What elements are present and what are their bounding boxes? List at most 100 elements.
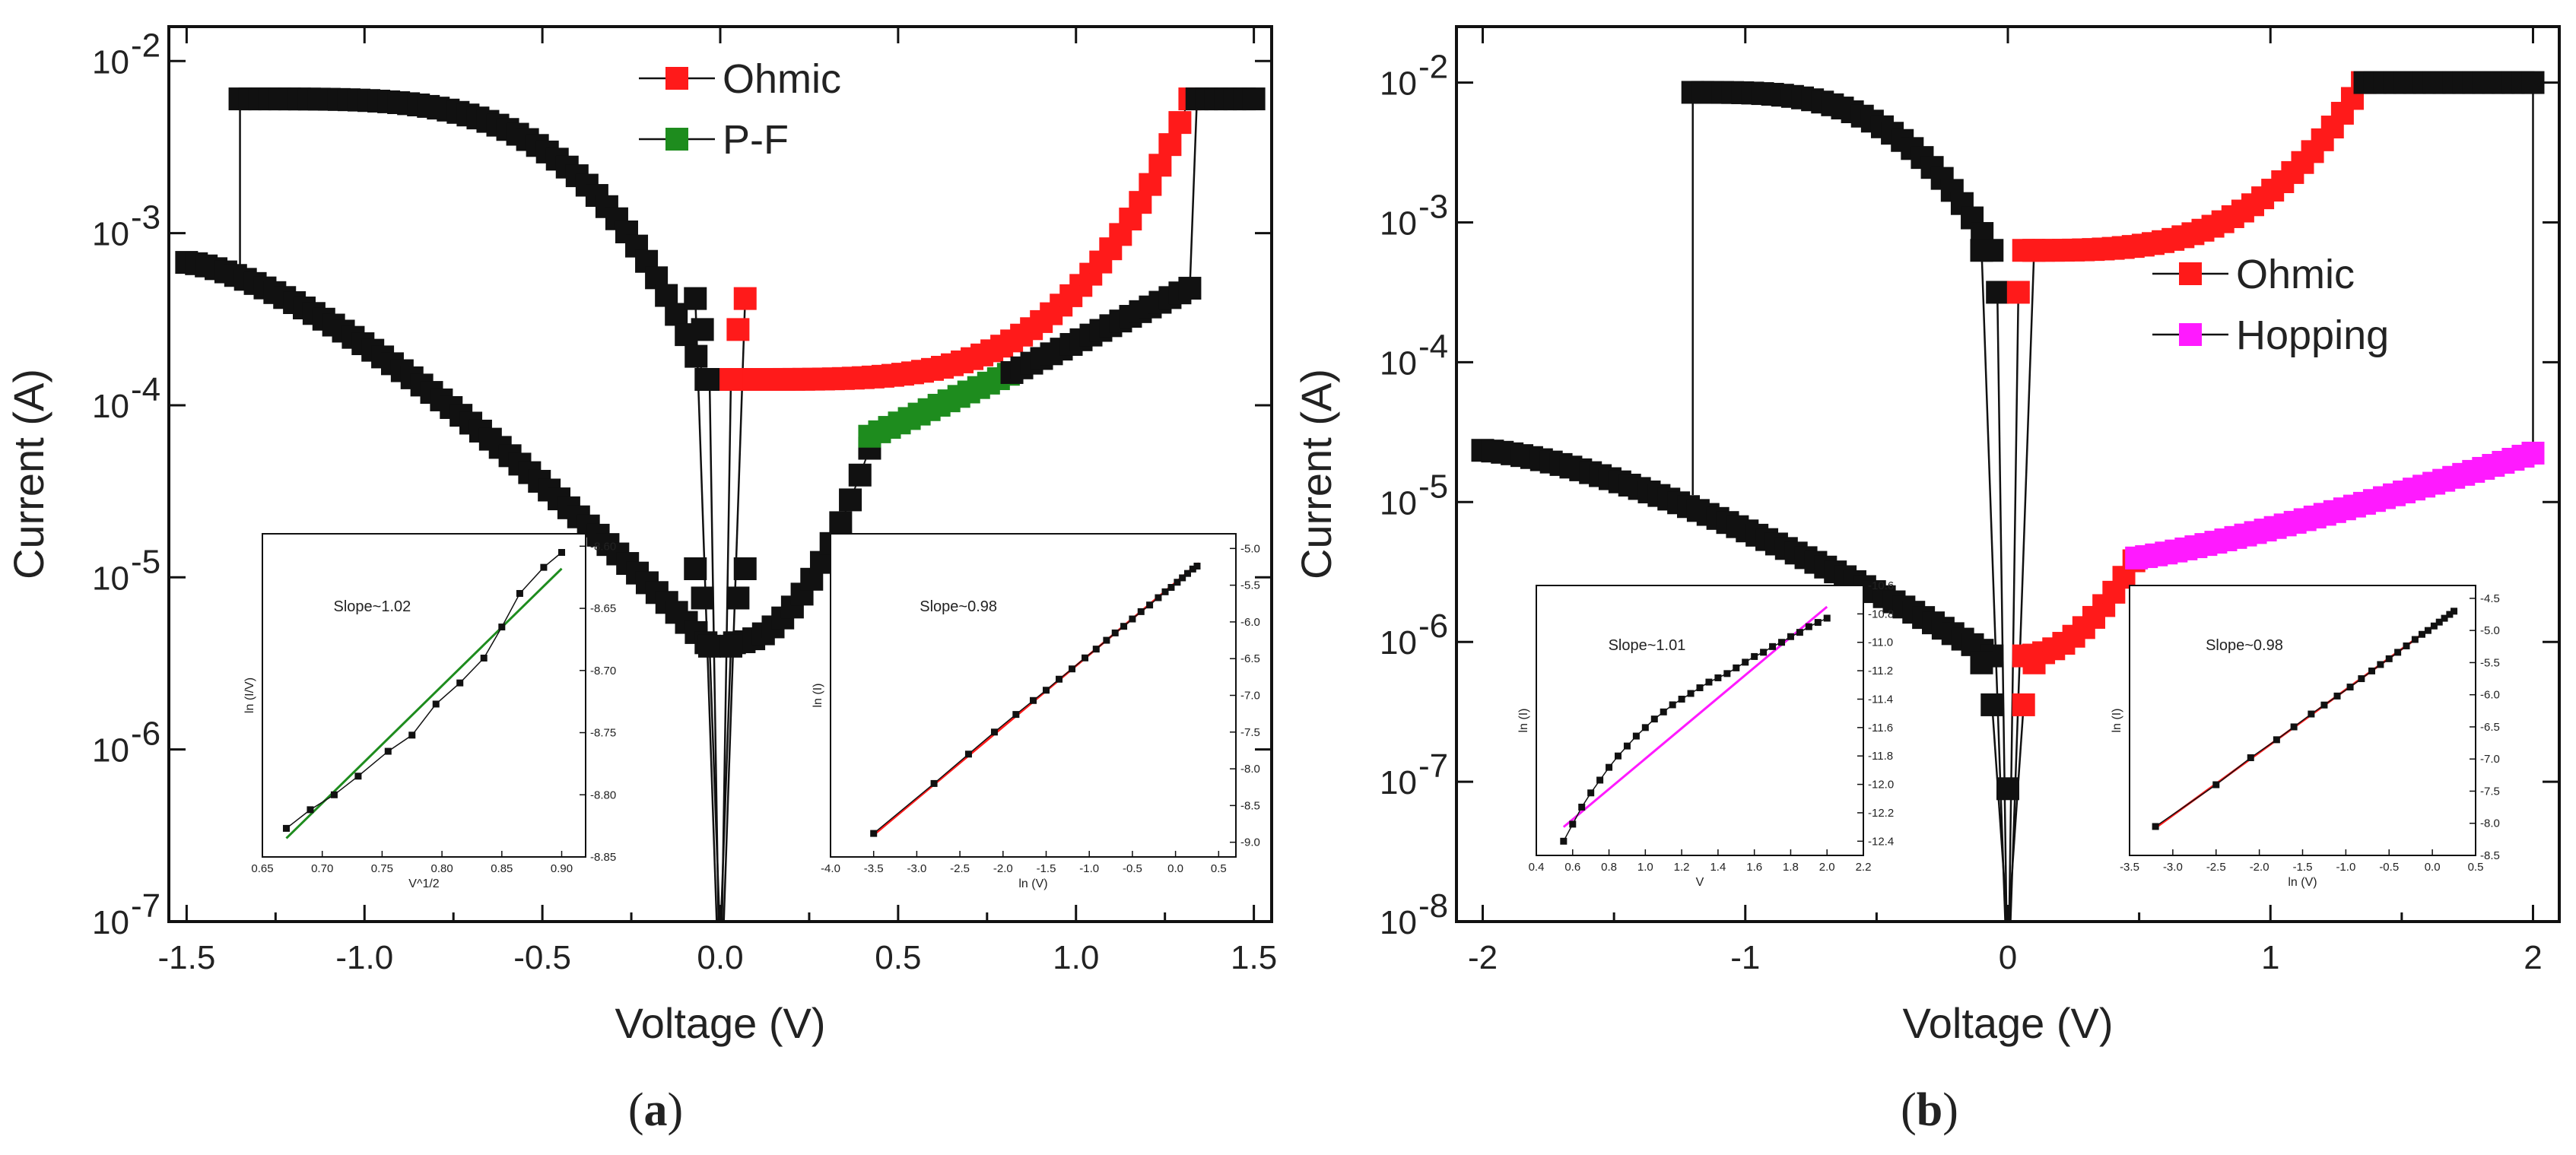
inset-x-tick-label: 0.80: [431, 862, 453, 875]
data-point: [719, 368, 743, 392]
inset-slope-annotation: Slope~0.98: [2206, 637, 2283, 654]
inset-data-point: [307, 806, 314, 814]
y-tick-exponent: -6: [1418, 608, 1448, 645]
x-tick-label: 1.5: [1231, 939, 1277, 976]
inset-y-tick-label: -6.5: [1240, 652, 1260, 665]
inset-data-point: [1641, 724, 1649, 731]
inset-y-label: ln (I): [812, 684, 824, 708]
data-point-lrs_right_ohmic: [1139, 173, 1162, 196]
inset-data-point: [1069, 665, 1076, 673]
inset-data-point: [1596, 776, 1604, 784]
inset-x-tick-label: -2.0: [993, 862, 1013, 875]
data-point: [733, 287, 757, 310]
inset-x-label: V: [1696, 876, 1704, 889]
inset-data-point: [1179, 574, 1186, 582]
y-tick-label: 10: [1380, 484, 1417, 522]
inset-data-point: [1056, 675, 1063, 683]
data-point: [2022, 239, 2046, 262]
switching-line: [2008, 292, 2020, 922]
inset-data-point: [2346, 684, 2354, 691]
inset-x-tick-label: -0.5: [1123, 862, 1142, 875]
inset-data-point: [1760, 649, 1768, 656]
inset-data-point: [1137, 608, 1145, 615]
y-tick-exponent: -7: [131, 887, 160, 925]
data-point: [684, 287, 707, 310]
y-tick-label: 10: [92, 732, 129, 769]
legend-marker: [2179, 262, 2202, 285]
data-point: [733, 557, 757, 580]
inset-chart: -3.5 -3.0 -2.5 -2.0 -1.5 -1.0 -0.5 0.0 0.5-8.5 -8…: [2111, 585, 2500, 889]
data-point: [726, 318, 750, 341]
inset-x-tick-label: 0.90: [551, 862, 573, 875]
inset-data-point: [1632, 732, 1640, 740]
y-tick-exponent: -8: [1418, 887, 1448, 925]
inset-x-tick-label: -3.5: [864, 862, 884, 875]
inset-data-point: [1723, 670, 1731, 677]
data-point: [1986, 281, 2009, 304]
inset-x-tick-label: 0.0: [2425, 861, 2441, 874]
inset-x-tick-label: -3.0: [907, 862, 926, 875]
inset-data-point: [432, 700, 440, 708]
x-tick-label: 1: [2261, 939, 2279, 976]
inset-data-point: [1778, 639, 1785, 646]
inset-data-point: [1103, 636, 1110, 644]
inset-y-tick-label: -11.2: [1868, 665, 1893, 677]
y-tick-label: 10: [1380, 344, 1417, 382]
inset-data-point: [2385, 655, 2393, 662]
inset-data-point: [480, 654, 488, 662]
inset-data-point: [1751, 652, 1758, 660]
inset-data-point: [330, 791, 338, 798]
switching-line: [2007, 704, 2025, 922]
inset-data-point: [2212, 781, 2220, 789]
inset-x-tick-label: 2.0: [1819, 861, 1835, 874]
y-tick-exponent: -2: [1418, 49, 1448, 86]
inset-data-point: [2290, 723, 2298, 731]
y-tick-label: 10: [92, 904, 129, 941]
data-point: [691, 318, 714, 341]
y-tick-label: 10: [92, 43, 129, 81]
inset-data-point: [2333, 692, 2341, 700]
inset-y-tick-label: -7.5: [1240, 726, 1260, 739]
inset-x-tick-label: 0.5: [2468, 861, 2484, 874]
inset-data-point: [1805, 623, 1812, 630]
inset-x-tick-label: 1.6: [1746, 861, 1762, 874]
inset-x-tick-label: -3.5: [2120, 861, 2139, 874]
inset-x-tick-label: 1.0: [1637, 861, 1653, 874]
panel-paren-open: (: [1901, 1084, 1917, 1136]
y-tick-exponent: -6: [131, 716, 160, 753]
y-tick-label: 10: [1380, 904, 1417, 941]
inset-x-tick-label: -1.0: [2336, 861, 2355, 874]
inset-x-tick-label: 0.75: [371, 862, 393, 875]
inset-data-point: [2394, 649, 2402, 656]
inset-data-point: [1714, 674, 1722, 681]
inset-data-point: [516, 589, 523, 597]
inset-data-point: [2418, 630, 2425, 638]
y-tick-label: 10: [92, 388, 129, 425]
y-tick-exponent: -4: [1418, 328, 1448, 365]
inset-data-point: [1183, 570, 1191, 577]
inset-x-tick-label: -1.5: [2293, 861, 2313, 874]
inset-x-tick-label: 0.0: [1167, 862, 1183, 875]
inset-data-point: [1587, 789, 1595, 797]
panel-paren-close: ): [1942, 1084, 1958, 1136]
inset-data-point: [1560, 837, 1568, 845]
data-point: [726, 586, 750, 610]
inset-data-point: [384, 747, 392, 755]
inset-data-point: [282, 824, 290, 832]
inset-data-point: [2320, 701, 2328, 709]
inset-data-point: [1161, 588, 1169, 595]
x-tick-label: -1.0: [335, 939, 393, 976]
data-point: [1970, 239, 1993, 262]
y-tick-label: 10: [1380, 624, 1417, 662]
inset-data-point: [2273, 736, 2280, 744]
inset-x-tick-label: 0.5: [1211, 862, 1227, 875]
inset-frame: [262, 533, 586, 858]
y-tick-exponent: -5: [131, 543, 160, 580]
inset-chart: 0.4 0.6 0.8 1.0 1.2 1.4 1.6 1.8 2.0 2.2 -12.4 -12.2…: [1517, 579, 1894, 889]
inset-data-point: [1823, 614, 1831, 622]
legend-marker: [665, 128, 688, 151]
inset-y-tick-label: -11.4: [1868, 693, 1893, 706]
data-point: [2006, 281, 2030, 304]
inset-y-tick-label: -8.0: [1240, 763, 1260, 776]
inset-x-tick-label: -3.0: [2163, 861, 2183, 874]
